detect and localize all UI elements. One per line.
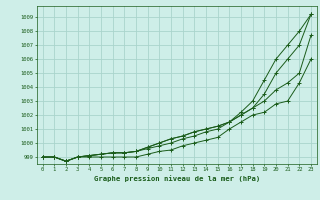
X-axis label: Graphe pression niveau de la mer (hPa): Graphe pression niveau de la mer (hPa)	[94, 175, 260, 182]
